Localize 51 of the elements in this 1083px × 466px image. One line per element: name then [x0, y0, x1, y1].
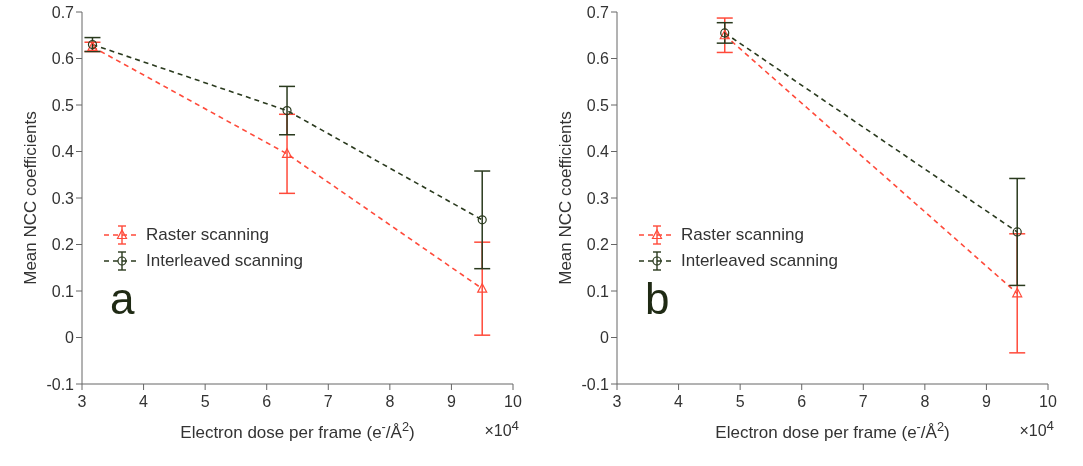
- y-tick-label: 0.7: [51, 3, 75, 21]
- point: [477, 283, 488, 293]
- x-tick-label: 5: [735, 393, 745, 411]
- x-tick-label: 4: [139, 393, 149, 411]
- y-tick-label: 0.7: [586, 3, 610, 21]
- point: [1012, 227, 1022, 237]
- y-tick-label: -0.1: [581, 375, 610, 393]
- y-tick-label: 0.1: [586, 282, 610, 300]
- x-tick-label: 9: [446, 393, 456, 411]
- y-tick-label: 0.4: [586, 143, 610, 161]
- y-tick-label: 0.4: [51, 143, 75, 161]
- y-tick-label: 0.1: [51, 282, 75, 300]
- y-tick-label: 0.5: [586, 96, 610, 114]
- x-tick-label: 7: [858, 393, 868, 411]
- x-tick-label: 6: [262, 393, 272, 411]
- x-tick-label: 4: [674, 393, 684, 411]
- x-tick-label: 5: [200, 393, 210, 411]
- x-tick-label: 8: [385, 393, 395, 411]
- y-tick-label: 0.2: [51, 236, 75, 254]
- y-tick-label: 0.3: [586, 189, 610, 207]
- y-tick-label: 0.6: [51, 50, 75, 68]
- y-tick-label: 0.3: [51, 189, 75, 207]
- x-tick-label: 3: [77, 393, 87, 411]
- y-tick-label: 0.2: [586, 236, 610, 254]
- annotation: b: [645, 274, 670, 324]
- y-tick-label: 0: [600, 329, 610, 347]
- x-tick-label: 7: [323, 393, 333, 411]
- x-axis-title: Electron dose per frame (e$^{-}$/Å$^{2}$): [715, 418, 950, 442]
- x-axis-title: Electron dose per frame (e$^{-}$/Å$^{2}$): [180, 418, 415, 442]
- point: [281, 148, 293, 158]
- legend-label: Raster scanning: [681, 224, 804, 246]
- text: ×10$^{4}$: [484, 418, 519, 441]
- point: [282, 105, 292, 116]
- y-tick-label: 0: [65, 329, 75, 347]
- legend-label: Raster scanning: [146, 224, 269, 246]
- annotation: a: [110, 274, 135, 324]
- y-tick-label: -0.1: [46, 375, 75, 393]
- text: ×10$^{4}$: [1019, 418, 1054, 441]
- legend-label: Interleaved scanning: [146, 250, 303, 272]
- x-tick-label: 10: [1039, 393, 1057, 411]
- legend-label: Interleaved scanning: [681, 250, 838, 272]
- y-tick-label: 0.6: [586, 50, 610, 68]
- x-tick-label: 8: [920, 393, 930, 411]
- y-tick-label: 0.5: [51, 96, 75, 114]
- y-axis-title: Mean NCC coefficients: [21, 111, 40, 285]
- y-axis-title: Mean NCC coefficients: [556, 111, 575, 285]
- x-tick-label: 6: [797, 393, 807, 411]
- point: [477, 215, 487, 225]
- x-tick-label: 9: [981, 393, 991, 411]
- x-tick-label: 10: [504, 393, 522, 411]
- x-tick-label: 3: [612, 393, 622, 411]
